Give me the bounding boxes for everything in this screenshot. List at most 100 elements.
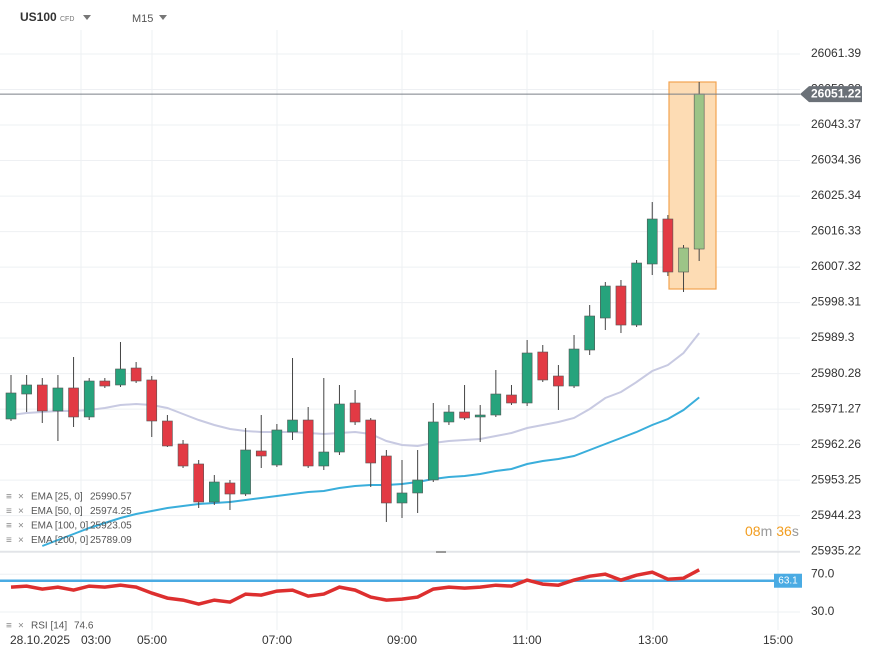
rsi-legend-close[interactable]: ×	[18, 621, 24, 632]
legend-value: 25990.57	[90, 492, 132, 503]
y-tick-label: 25989.3	[811, 330, 855, 344]
y-tick-label: 26007.32	[811, 259, 861, 273]
legend-close[interactable]: ×	[18, 506, 24, 517]
y-tick-label: 26043.37	[811, 117, 861, 131]
countdown-minutes: 08	[745, 523, 761, 539]
candle-body	[693, 93, 705, 250]
y-tick-label: 25944.23	[811, 508, 861, 522]
candle-body	[553, 375, 564, 387]
legend-icon[interactable]: ≡	[6, 535, 12, 546]
rsi-tick-label: 70.0	[811, 566, 835, 580]
y-tick-label: 26034.36	[811, 153, 861, 167]
rsi-legend-value: 74.6	[74, 621, 94, 632]
candle-body	[631, 262, 642, 326]
candle-body	[537, 351, 549, 381]
candle-body	[68, 387, 79, 418]
candle-body	[678, 247, 689, 273]
candle-body	[584, 315, 595, 351]
candle-body	[83, 380, 95, 418]
countdown: 08m 36s	[745, 523, 799, 539]
candle-body	[412, 479, 423, 494]
candle-body	[427, 421, 439, 481]
x-tick-label: 13:00	[638, 633, 668, 647]
candle-body	[21, 384, 32, 395]
legend-value: 25789.09	[90, 535, 132, 546]
rsi-signal-tag	[774, 573, 802, 588]
candle-body	[396, 492, 408, 504]
rsi-signal-label: 63.1	[778, 575, 798, 586]
y-tick-label: 25980.28	[811, 366, 861, 380]
legend-icon[interactable]: ≡	[6, 521, 12, 532]
y-tick-label: 26025.34	[811, 188, 861, 202]
candle-body	[459, 411, 470, 419]
candle-body	[474, 414, 486, 418]
countdown-seconds: 36	[776, 523, 792, 539]
x-tick-label: 03:00	[81, 633, 111, 647]
y-tick-label: 26061.39	[811, 46, 861, 60]
legend-icon[interactable]: ≡	[6, 506, 12, 517]
candle-body	[365, 419, 377, 464]
rsi-tick-label: 30.0	[811, 604, 835, 618]
legend-name: EMA [200, 0]	[31, 535, 88, 546]
countdown-minutes-unit: m	[761, 523, 773, 539]
y-tick-label: 25998.31	[811, 295, 861, 309]
candle-body	[271, 429, 283, 466]
rsi-line	[10, 568, 701, 606]
x-tick-label: 07:00	[262, 633, 292, 647]
x-tick-label: 28.10.2025	[10, 633, 70, 647]
legend-close[interactable]: ×	[18, 521, 24, 532]
candle-body	[318, 451, 330, 467]
x-tick-label: 05:00	[137, 633, 167, 647]
timeframe-dropdown[interactable]	[159, 15, 167, 20]
candle-body	[146, 379, 158, 422]
ema-line	[10, 332, 700, 448]
legend-name: EMA [25, 0]	[31, 492, 83, 503]
candle-body	[255, 450, 267, 457]
symbol-dropdown[interactable]	[83, 15, 91, 20]
candle-body	[521, 352, 533, 404]
legend-close[interactable]: ×	[18, 492, 24, 503]
legend-name: EMA [50, 0]	[31, 506, 83, 517]
legend-value: 25923.05	[90, 521, 132, 532]
y-tick-label: 25971.27	[811, 401, 861, 415]
highlight-box	[668, 81, 717, 290]
candle-body	[130, 367, 142, 382]
candle-body	[287, 419, 298, 433]
timeframe[interactable]: M15	[132, 13, 153, 25]
candle-body	[600, 285, 611, 319]
candle-body	[615, 285, 627, 326]
candle-body	[99, 380, 111, 387]
candle-body	[209, 481, 220, 503]
legend-name: EMA [100, 0]	[31, 521, 88, 532]
legend-close[interactable]: ×	[18, 535, 24, 546]
candle-body	[506, 394, 517, 404]
candle-body	[381, 455, 392, 504]
candle-body	[115, 368, 126, 386]
candle-body	[162, 420, 173, 447]
last-price-tag	[800, 86, 862, 103]
last-price-label: 26051.22	[811, 86, 861, 100]
candle-body	[240, 449, 251, 495]
rsi-legend-icon[interactable]: ≡	[6, 621, 12, 632]
candle-body	[193, 463, 204, 503]
instrument-type: CFD	[60, 16, 74, 23]
candle-body	[443, 411, 455, 423]
legend-value: 25974.25	[90, 506, 132, 517]
y-tick-label: 25962.26	[811, 437, 861, 451]
countdown-seconds-unit: s	[792, 523, 799, 539]
candle-body	[177, 443, 189, 467]
x-tick-label: 15:00	[763, 633, 793, 647]
candle-body	[568, 348, 580, 387]
candle-body	[349, 402, 361, 423]
y-tick-label: 25953.25	[811, 472, 861, 486]
rsi-legend-name: RSI [14]	[31, 621, 67, 632]
candle-body	[490, 393, 502, 416]
legend-icon[interactable]: ≡	[6, 492, 12, 503]
x-tick-label: 11:00	[512, 633, 541, 647]
grid	[0, 30, 800, 630]
y-tick-label: 25935.22	[811, 543, 861, 557]
candle-body	[334, 403, 345, 453]
symbol[interactable]: US100	[20, 10, 57, 24]
